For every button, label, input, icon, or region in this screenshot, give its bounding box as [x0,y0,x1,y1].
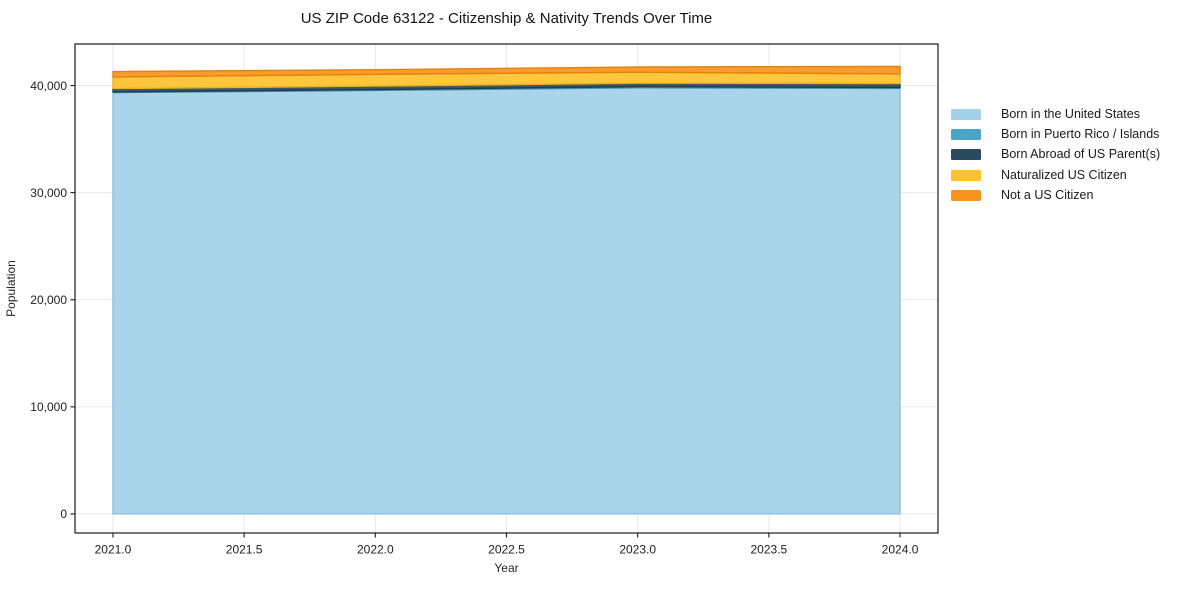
legend-label: Born in Puerto Rico / Islands [1001,127,1160,142]
y-tick-label: 10,000 [30,400,67,414]
area-series [112,87,901,515]
legend-label: Naturalized US Citizen [1001,167,1127,182]
legend-swatch [951,108,981,120]
y-tick-label: 0 [60,507,67,521]
legend-swatch [951,128,981,140]
legend-label: Born Abroad of US Parent(s) [1001,147,1161,162]
x-tick-label: 2021.0 [95,543,132,557]
stacked-area-layer [112,65,901,515]
legend-swatch [951,189,981,201]
legend-label: Born in the United States [1001,106,1140,121]
x-axis-label: Year [494,561,518,575]
y-tick-label: 40,000 [30,79,67,93]
y-tick-label: 30,000 [30,186,67,200]
y-tick-label: 20,000 [30,293,67,307]
x-tick-label: 2024.0 [882,543,919,557]
area-series [112,65,901,78]
x-tick-label: 2023.5 [751,543,788,557]
x-tick-label: 2022.5 [488,543,525,557]
legend-item: Born in the United States [951,104,1160,124]
legend-swatch [951,169,981,181]
tick-layer: 2021.0 2021.5 2022.0 2022.5 2023.0 2023.5 2024… [30,79,918,557]
x-tick-label: 2022.0 [357,543,394,557]
x-tick-label: 2021.5 [226,543,263,557]
y-axis-label: Population [4,260,18,317]
legend-item: Naturalized US Citizen [951,165,1160,185]
legend-item: Born Abroad of US Parent(s) [951,145,1160,165]
legend-item: Not a US Citizen [951,185,1160,205]
legend: Born in the United States Born in Puerto … [951,104,1160,205]
legend-item: Born in Puerto Rico / Islands [951,124,1160,144]
x-tick-label: 2023.0 [619,543,656,557]
legend-swatch [951,149,981,161]
legend-label: Not a US Citizen [1001,188,1094,203]
chart-title: US ZIP Code 63122 - Citizenship & Nativi… [301,10,713,27]
